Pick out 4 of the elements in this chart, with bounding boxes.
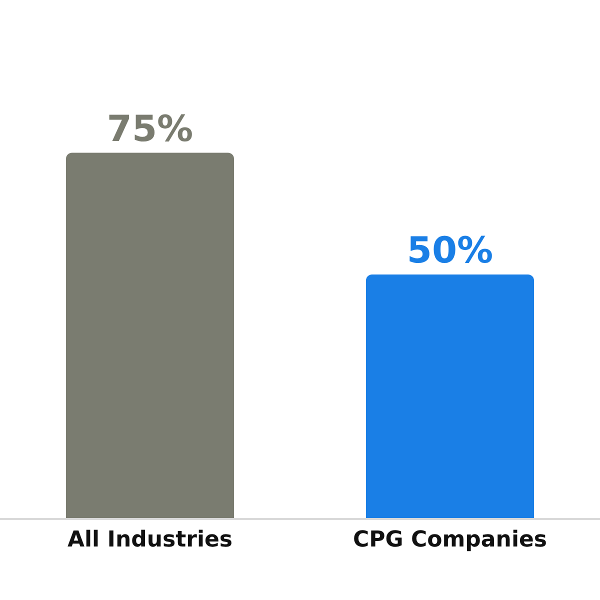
data-label: 50% — [406, 230, 494, 272]
x-tick-label: CPG Companies — [353, 527, 547, 552]
data-label: 75% — [106, 108, 194, 150]
x-tick-label: All Industries — [67, 527, 233, 552]
